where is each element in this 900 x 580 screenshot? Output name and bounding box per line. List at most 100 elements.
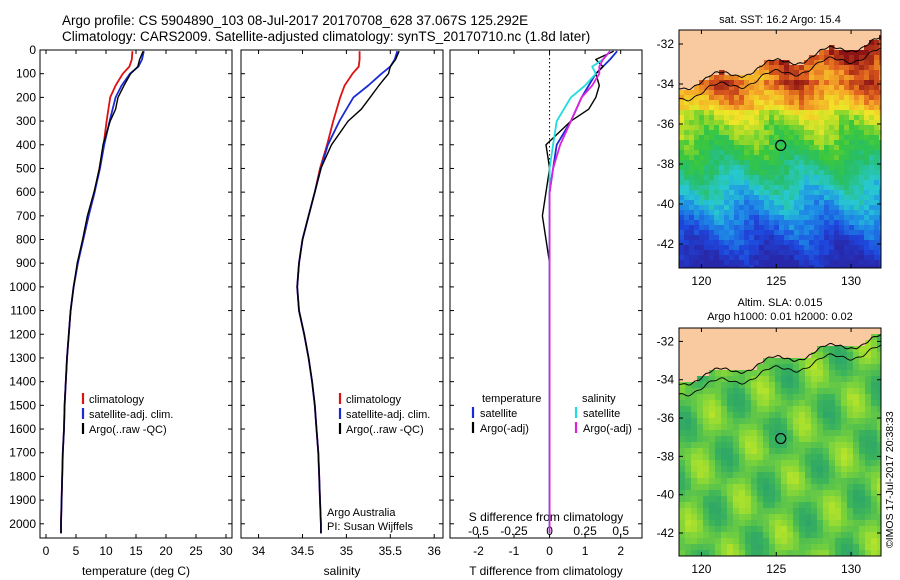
s-axis-label: S difference from climatology	[469, 510, 624, 524]
map-cell	[734, 215, 740, 221]
map-cell	[787, 484, 794, 491]
map-cell	[679, 255, 685, 261]
map-cell	[754, 85, 760, 91]
map-cell	[745, 394, 752, 401]
map-cell	[689, 265, 695, 268]
map-cell	[744, 150, 750, 156]
map-cell	[749, 145, 755, 151]
map-cell	[721, 544, 728, 551]
map-cell	[877, 490, 881, 497]
map-cell	[874, 160, 880, 166]
map-cell	[877, 394, 881, 401]
map-cell	[699, 145, 705, 151]
map-cell	[769, 508, 776, 515]
map-cell	[879, 215, 881, 221]
map-cell	[869, 55, 875, 61]
map-cell	[877, 478, 881, 485]
map-cell	[763, 412, 770, 419]
map-cell	[789, 150, 795, 156]
map-cell	[757, 364, 764, 371]
map-cell	[834, 250, 840, 256]
map-cell	[769, 215, 775, 221]
map-cell	[865, 448, 872, 455]
map-cell	[714, 195, 720, 201]
map-cell	[779, 185, 785, 191]
map-cell	[734, 160, 740, 166]
map-cell	[784, 170, 790, 176]
map-cell	[715, 490, 722, 497]
map-cell	[817, 430, 824, 437]
map-cell	[835, 478, 842, 485]
map-cell	[809, 70, 815, 76]
map-cell	[714, 125, 720, 131]
map-cell	[853, 364, 860, 371]
map-cell	[849, 70, 855, 76]
map-cell	[754, 100, 760, 106]
map-cell	[724, 95, 730, 101]
map-title: Altim. SLA: 0.015	[738, 297, 823, 309]
map-cell	[757, 520, 764, 527]
map-cell	[834, 60, 840, 66]
map-cell	[703, 406, 710, 413]
map-cell	[853, 370, 860, 377]
map-cell	[774, 205, 780, 211]
map-cell	[784, 200, 790, 206]
map-cell	[697, 430, 704, 437]
map-cell	[864, 135, 870, 141]
map-cell	[847, 520, 854, 527]
map-cell	[769, 502, 776, 509]
map-cell	[694, 200, 700, 206]
title-line-1: Argo profile: CS 5904890_103 08-Jul-2017…	[62, 13, 528, 28]
y-tick-label: 1900	[9, 493, 36, 507]
map-cell	[847, 346, 854, 353]
map-cell	[749, 240, 755, 246]
map-cell	[804, 185, 810, 191]
map-cell	[719, 110, 725, 116]
map-cell	[847, 466, 854, 473]
map-cell	[814, 265, 820, 268]
map-cell	[697, 388, 704, 395]
map-cell	[749, 235, 755, 241]
map-cell	[824, 165, 830, 171]
legend-label: satellite-adj. clim.	[346, 409, 430, 421]
map-cell	[819, 200, 825, 206]
map-cell	[854, 100, 860, 106]
map-cell	[727, 538, 734, 545]
map-cell	[774, 215, 780, 221]
map-y-tick-label: -40	[657, 488, 675, 502]
map-cell	[799, 418, 806, 425]
map-cell	[703, 382, 710, 389]
map-cell	[849, 240, 855, 246]
map-cell	[745, 400, 752, 407]
map-cell	[704, 95, 710, 101]
map-cell	[764, 115, 770, 121]
map-cell	[824, 220, 830, 226]
map-cell	[811, 412, 818, 419]
map-cell	[779, 265, 785, 268]
map-cell	[805, 358, 812, 365]
map-cell	[733, 490, 740, 497]
map-cell	[775, 358, 782, 365]
map-cell	[709, 466, 716, 473]
map-cell	[733, 388, 740, 395]
map-cell	[794, 170, 800, 176]
map-cell	[871, 442, 878, 449]
map-cell	[704, 80, 710, 86]
map-cell	[824, 260, 830, 266]
map-cell	[829, 200, 835, 206]
map-cell	[739, 538, 746, 545]
map-cell	[757, 490, 764, 497]
map-cell	[871, 514, 878, 521]
legend-label: Argo(-adj)	[583, 423, 632, 435]
map-cell	[877, 466, 881, 473]
map-cell	[727, 460, 734, 467]
map-cell	[864, 165, 870, 171]
map-cell	[874, 45, 880, 51]
map-cell	[799, 115, 805, 121]
map-cell	[844, 65, 850, 71]
map-cell	[847, 430, 854, 437]
map-cell	[709, 240, 715, 246]
map-cell	[679, 195, 685, 201]
map-cell	[877, 448, 881, 455]
map-cell	[789, 235, 795, 241]
